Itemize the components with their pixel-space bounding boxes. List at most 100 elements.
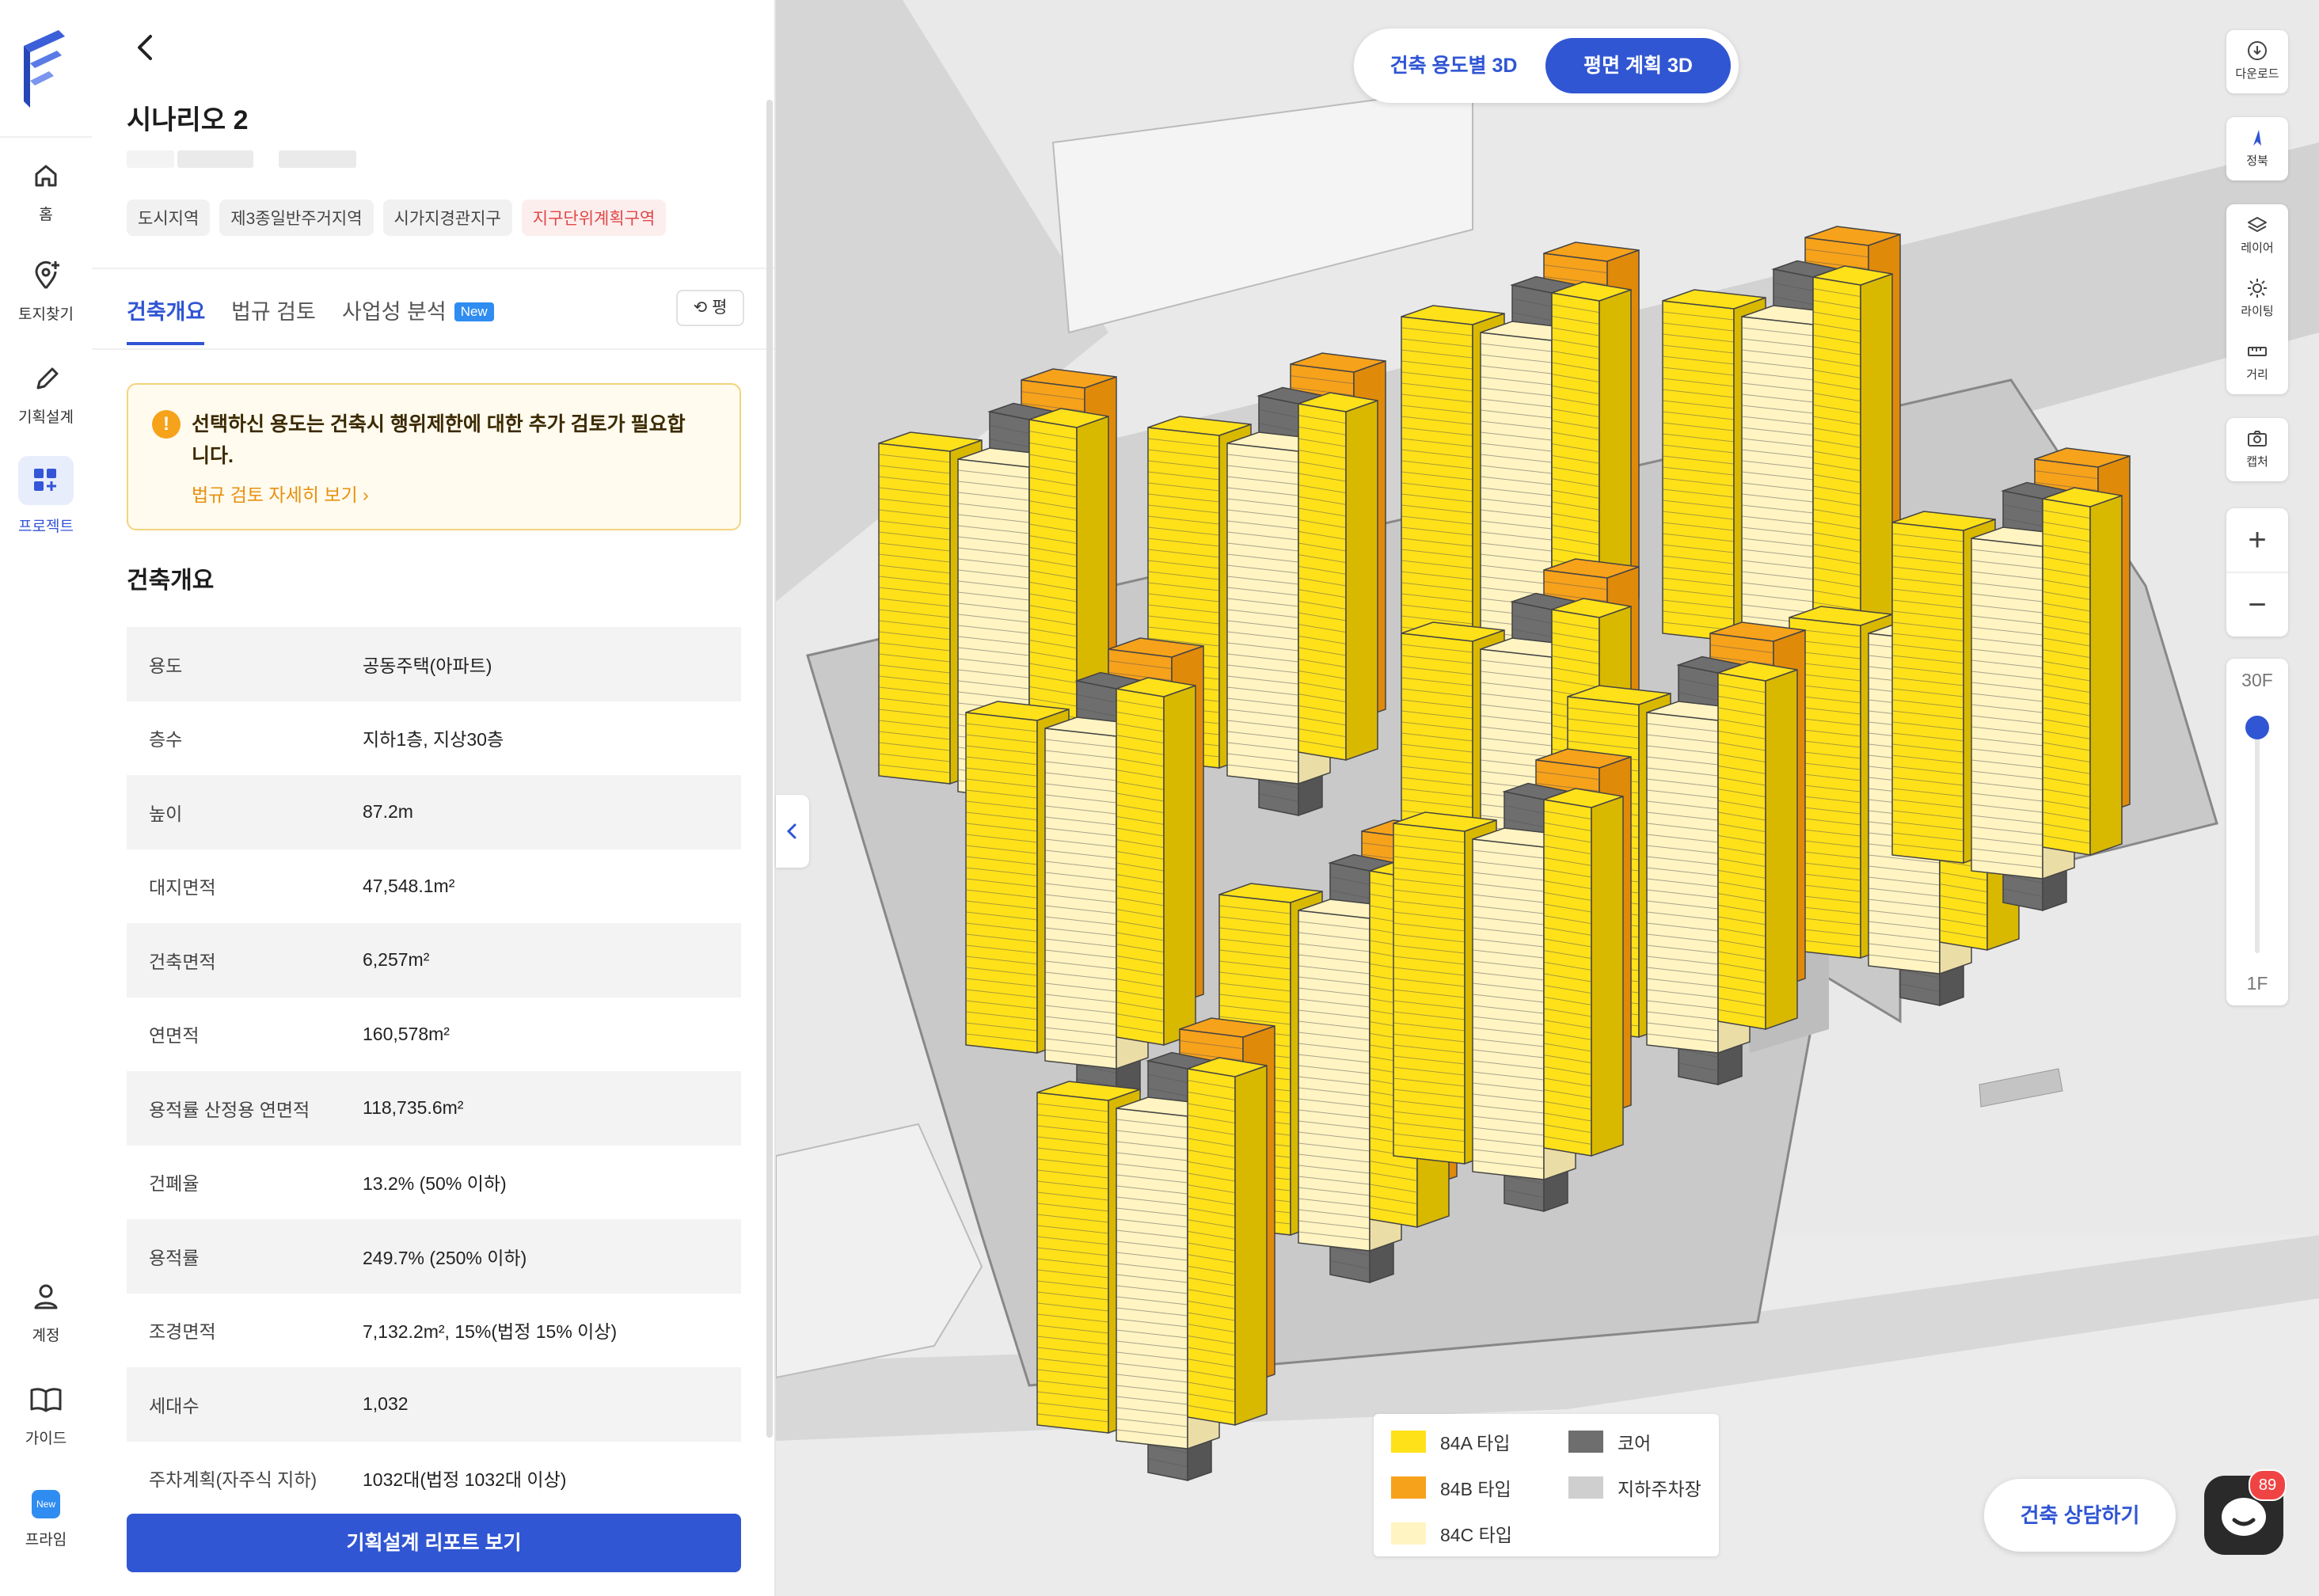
floor-line <box>1298 1109 1370 1119</box>
floor-line <box>1812 428 1861 437</box>
nav-land-search[interactable]: 토지찾기 <box>0 258 92 324</box>
floor-line <box>2042 811 2091 821</box>
floor-line <box>878 553 951 563</box>
floor-line <box>1401 799 1473 808</box>
floor-line <box>1891 644 1964 653</box>
floor-line <box>1543 903 1592 913</box>
floor-line <box>1028 523 1078 533</box>
floor-line <box>1646 834 1719 843</box>
floor-line <box>1401 360 1473 370</box>
back-arrow-icon[interactable] <box>130 32 162 63</box>
floor-line <box>1044 927 1117 937</box>
floor-line <box>1472 1160 1545 1169</box>
nav-home[interactable]: 홈 <box>0 158 92 224</box>
floor-line <box>1868 876 1941 886</box>
floor-slider-track[interactable] <box>2255 716 2260 953</box>
layer-tool[interactable]: 레이어 <box>2226 204 2288 268</box>
zoom-out-button[interactable]: − <box>2226 572 2288 636</box>
regulation-detail-link[interactable]: 법규 검토 자세히 보기 › <box>192 480 369 507</box>
download-tool[interactable]: 다운로드 <box>2226 30 2288 93</box>
row-key: 용적률 산정용 연면적 <box>149 1099 310 1120</box>
floor-line <box>1551 667 1600 676</box>
tower-roof <box>1662 289 1766 310</box>
capture-tool[interactable]: 캡처 <box>2226 418 2288 481</box>
unit-toggle-button[interactable]: ⟲ 평 <box>676 290 744 326</box>
collapse-panel-button[interactable] <box>776 795 809 868</box>
floor-line <box>1480 576 1553 585</box>
floor-line <box>1369 1161 1418 1170</box>
nav-prime-label: 프라임 <box>25 1532 67 1548</box>
floor-line <box>1717 707 1766 716</box>
row-key: 세대수 <box>149 1395 200 1416</box>
floor-line <box>1543 950 1592 960</box>
nav-account[interactable]: 계정 <box>0 1279 92 1345</box>
floor-line <box>1298 954 1370 963</box>
floor-line <box>2042 545 2091 554</box>
floor-line <box>1812 358 1861 367</box>
floor-line <box>1717 695 1766 705</box>
floor-line <box>1369 1206 1418 1216</box>
floor-line <box>1298 426 1347 435</box>
tower-roof <box>1812 265 1893 286</box>
floor-line <box>1891 743 1964 753</box>
floor-line <box>878 609 951 618</box>
floor-line <box>878 576 951 585</box>
planning-report-button[interactable]: 기획설계 리포트 보기 <box>127 1514 741 1572</box>
lighting-tool[interactable]: 라이팅 <box>2226 268 2288 331</box>
tab-overview[interactable]: 건축개요 <box>127 300 206 324</box>
floor-line <box>1179 1051 1244 1061</box>
floor-line <box>1472 894 1545 903</box>
floor-line <box>1226 742 1299 751</box>
floor-line <box>1551 374 1600 383</box>
floor-line <box>1044 894 1117 903</box>
floor-line <box>1741 493 1814 503</box>
floor-line <box>1472 905 1545 914</box>
floor-line <box>1741 405 1814 414</box>
zoom-in-button[interactable]: + <box>2248 522 2267 557</box>
consult-button[interactable]: 건축 상담하기 <box>1984 1479 2176 1552</box>
nav-project[interactable]: 프로젝트 <box>0 456 92 536</box>
floor-line <box>1116 1340 1188 1350</box>
nav-guide[interactable]: 가이드 <box>0 1382 92 1448</box>
tab-regulation[interactable]: 법규 검토 <box>231 300 316 324</box>
floor-line <box>965 867 1038 876</box>
floor-line <box>965 889 1038 899</box>
floor-line <box>1646 867 1719 876</box>
floor-line <box>1646 800 1719 810</box>
floor-line <box>1812 381 1861 390</box>
floor-line <box>1044 816 1117 826</box>
zoning-tags: 도시지역 제3종일반주거지역 시가지경관지구 지구단위계획구역 <box>127 200 667 236</box>
floor-slider-handle[interactable] <box>2245 716 2269 739</box>
floor-line <box>1028 511 1078 521</box>
floor-line <box>1116 1362 1188 1372</box>
floor-line <box>1298 1054 1370 1063</box>
floor-line <box>1401 427 1473 436</box>
tower-roof <box>1116 677 1196 697</box>
floorplan-3d-button[interactable]: 평면 계획 3D <box>1545 38 1731 93</box>
logo-icon[interactable] <box>17 28 74 111</box>
north-tool[interactable]: 정북 <box>2226 117 2288 180</box>
distance-tool[interactable]: 거리 <box>2226 331 2288 394</box>
floor-line <box>1147 449 1220 458</box>
tower-roof <box>1021 368 1117 389</box>
section-title: 건축개요 <box>127 568 215 594</box>
camera-icon <box>2248 431 2267 446</box>
floor-line <box>1028 500 1078 510</box>
floor-line <box>2034 481 2099 491</box>
floor-line <box>1298 484 1347 494</box>
floor-line <box>1891 843 1964 853</box>
floor-line <box>1717 788 1766 798</box>
distance-label: 거리 <box>2246 368 2268 382</box>
floor-line <box>1741 393 1814 403</box>
floor-line <box>1036 1358 1109 1367</box>
map-3d-view[interactable] <box>776 0 2319 1596</box>
use-3d-button[interactable]: 건축 용도별 3D <box>1389 55 1518 77</box>
floor-line <box>1741 571 1814 580</box>
tower-roof <box>1543 788 1624 808</box>
floor-line <box>2042 614 2091 624</box>
tab-feasibility[interactable]: 사업성 분석 New <box>342 294 494 325</box>
panel-scrollbar[interactable] <box>766 100 773 1438</box>
floor-line <box>878 598 951 607</box>
nav-prime[interactable]: New 프라임 <box>0 1490 92 1549</box>
nav-planning[interactable]: 기획설계 <box>0 361 92 427</box>
